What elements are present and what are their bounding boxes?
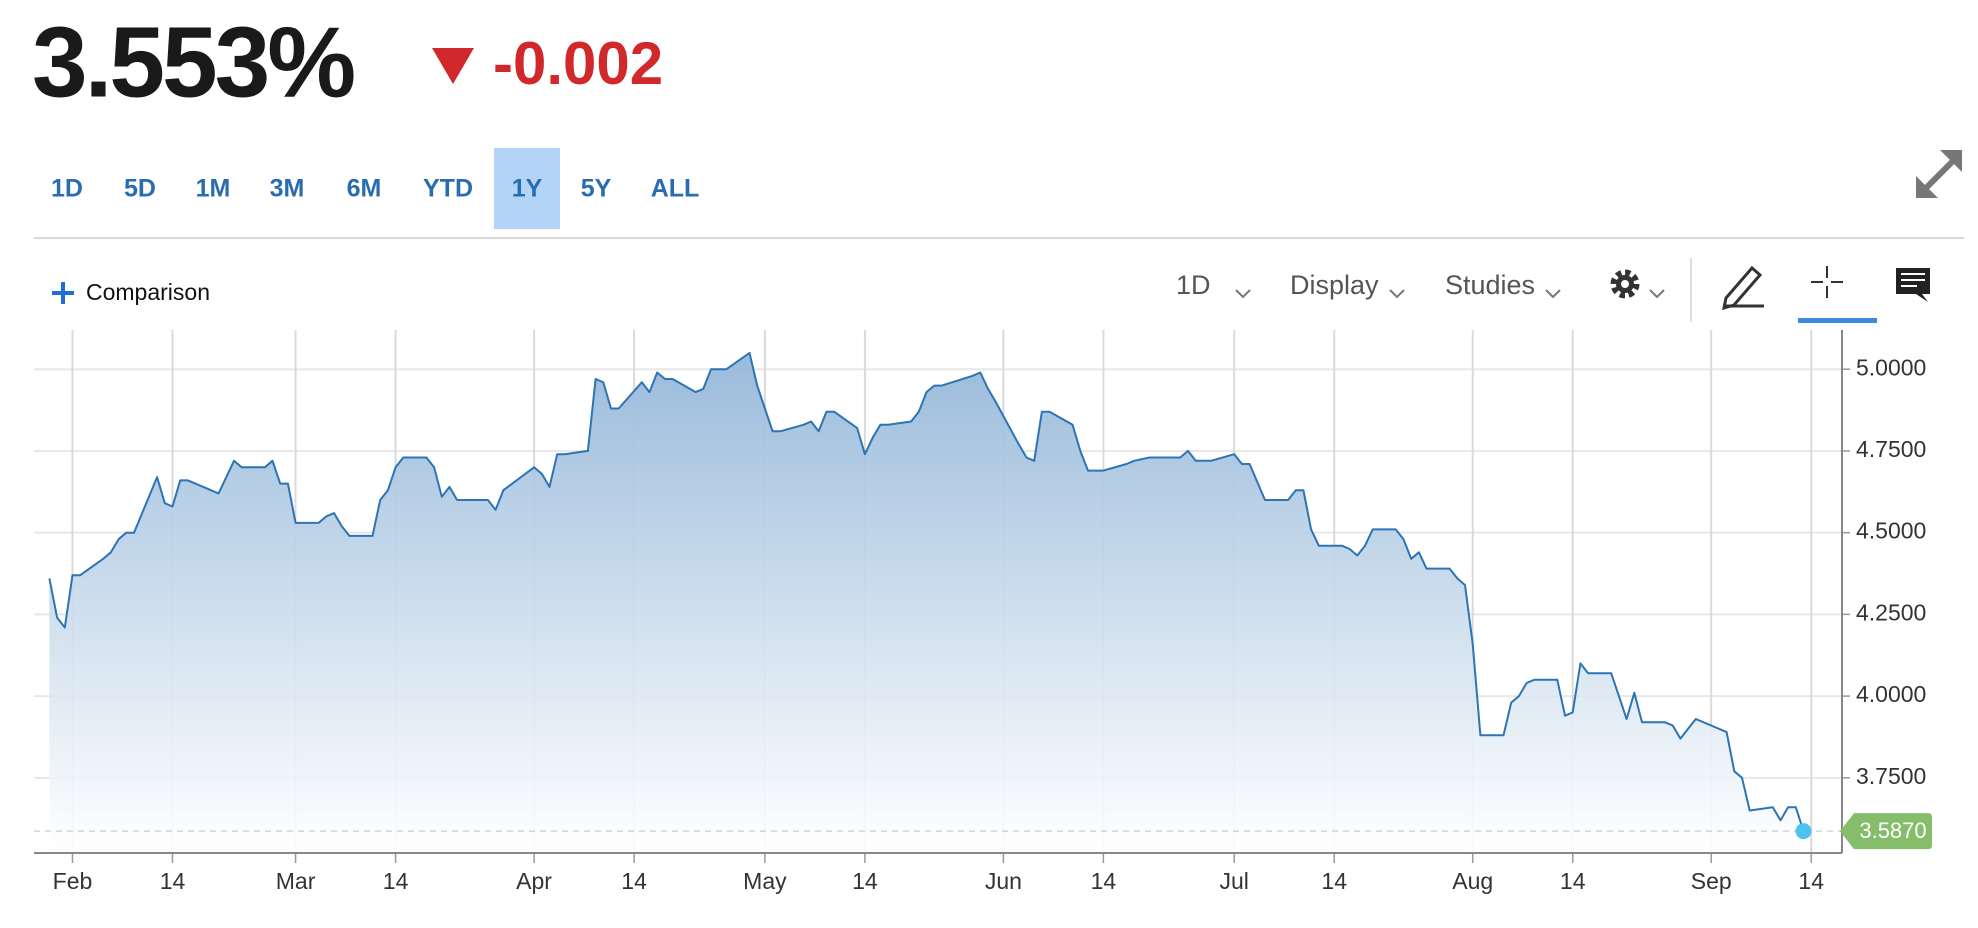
last-value-label: 3.5870 bbox=[1859, 818, 1926, 843]
x-tick-label: May bbox=[743, 868, 787, 894]
range-button[interactable]: 1M bbox=[196, 175, 231, 203]
x-tick-label: 14 bbox=[621, 868, 647, 894]
last-value-tag bbox=[1840, 813, 1932, 850]
x-tick-label: Jul bbox=[1220, 868, 1249, 894]
y-tick-label: 4.7500 bbox=[1856, 436, 1926, 462]
studies-label: Studies bbox=[1445, 270, 1535, 300]
range-label: ALL bbox=[651, 175, 700, 203]
interval-button[interactable]: 1D bbox=[1176, 270, 1251, 300]
display-button[interactable]: Display bbox=[1290, 270, 1405, 300]
range-label: 1Y bbox=[512, 175, 543, 203]
last-point bbox=[1795, 823, 1812, 840]
comparison-button[interactable]: Comparison bbox=[52, 279, 210, 305]
comments-button[interactable] bbox=[1896, 268, 1930, 302]
active-tool-indicator bbox=[1798, 318, 1877, 323]
range-button[interactable]: 3M bbox=[270, 175, 305, 203]
x-tick-label: 14 bbox=[852, 868, 878, 894]
x-tick-label: 14 bbox=[383, 868, 409, 894]
range-label: 5Y bbox=[581, 175, 612, 203]
range-label: 1D bbox=[51, 175, 83, 203]
range-label: 6M bbox=[347, 175, 382, 203]
range-button[interactable]: 1D bbox=[51, 175, 83, 203]
x-tick-label: Aug bbox=[1452, 868, 1493, 894]
x-tick-label: 14 bbox=[160, 868, 186, 894]
x-tick-label: Apr bbox=[516, 868, 552, 894]
y-tick-label: 4.0000 bbox=[1856, 681, 1926, 707]
x-tick-label: Jun bbox=[985, 868, 1022, 894]
chart: 3.7500 4.0000 4.2500 4.5000 4.7500 5.0000 Feb 1… bbox=[34, 330, 1932, 894]
range-label: 3M bbox=[270, 175, 305, 203]
x-tick-label: 14 bbox=[1321, 868, 1347, 894]
x-tick-label: Feb bbox=[53, 868, 93, 894]
y-tick-label: 4.5000 bbox=[1856, 518, 1926, 544]
x-tick-label: Mar bbox=[276, 868, 316, 894]
studies-button[interactable]: Studies bbox=[1445, 270, 1561, 300]
area-fill bbox=[49, 352, 1804, 853]
range-button[interactable]: YTD bbox=[423, 175, 473, 203]
expand-icon[interactable] bbox=[1916, 150, 1962, 198]
x-tick-label: Sep bbox=[1691, 868, 1732, 894]
range-button[interactable]: 5D bbox=[124, 175, 156, 203]
range-highlight bbox=[494, 148, 560, 229]
range-selector: 1D 5D 1M 3M 6M YTD 1Y 5Y ALL bbox=[51, 148, 699, 229]
interval-label: 1D bbox=[1176, 270, 1211, 300]
comparison-label: Comparison bbox=[86, 279, 210, 305]
range-label: 1M bbox=[196, 175, 231, 203]
crosshair-button[interactable] bbox=[1811, 266, 1843, 298]
draw-button[interactable] bbox=[1722, 265, 1764, 311]
range-button[interactable]: 6M bbox=[347, 175, 382, 203]
range-button[interactable]: 5Y bbox=[581, 175, 612, 203]
display-label: Display bbox=[1290, 270, 1379, 300]
x-tick-label: 14 bbox=[1091, 868, 1117, 894]
price: 3.553% bbox=[32, 6, 354, 118]
y-tick-label: 4.2500 bbox=[1856, 599, 1926, 625]
x-tick-label: 14 bbox=[1798, 868, 1824, 894]
down-arrow bbox=[432, 48, 474, 84]
range-button[interactable]: 1Y bbox=[494, 148, 560, 229]
y-tick-label: 5.0000 bbox=[1856, 354, 1926, 380]
range-label: YTD bbox=[423, 175, 473, 203]
y-tick-label: 3.7500 bbox=[1856, 763, 1926, 789]
range-button[interactable]: ALL bbox=[651, 175, 700, 203]
plot bbox=[48, 351, 1805, 853]
price-line bbox=[48, 351, 1805, 832]
range-label: 5D bbox=[124, 175, 156, 203]
x-tick-label: 14 bbox=[1560, 868, 1586, 894]
price-change: -0.002 bbox=[493, 30, 663, 97]
settings-button[interactable] bbox=[1610, 269, 1665, 299]
